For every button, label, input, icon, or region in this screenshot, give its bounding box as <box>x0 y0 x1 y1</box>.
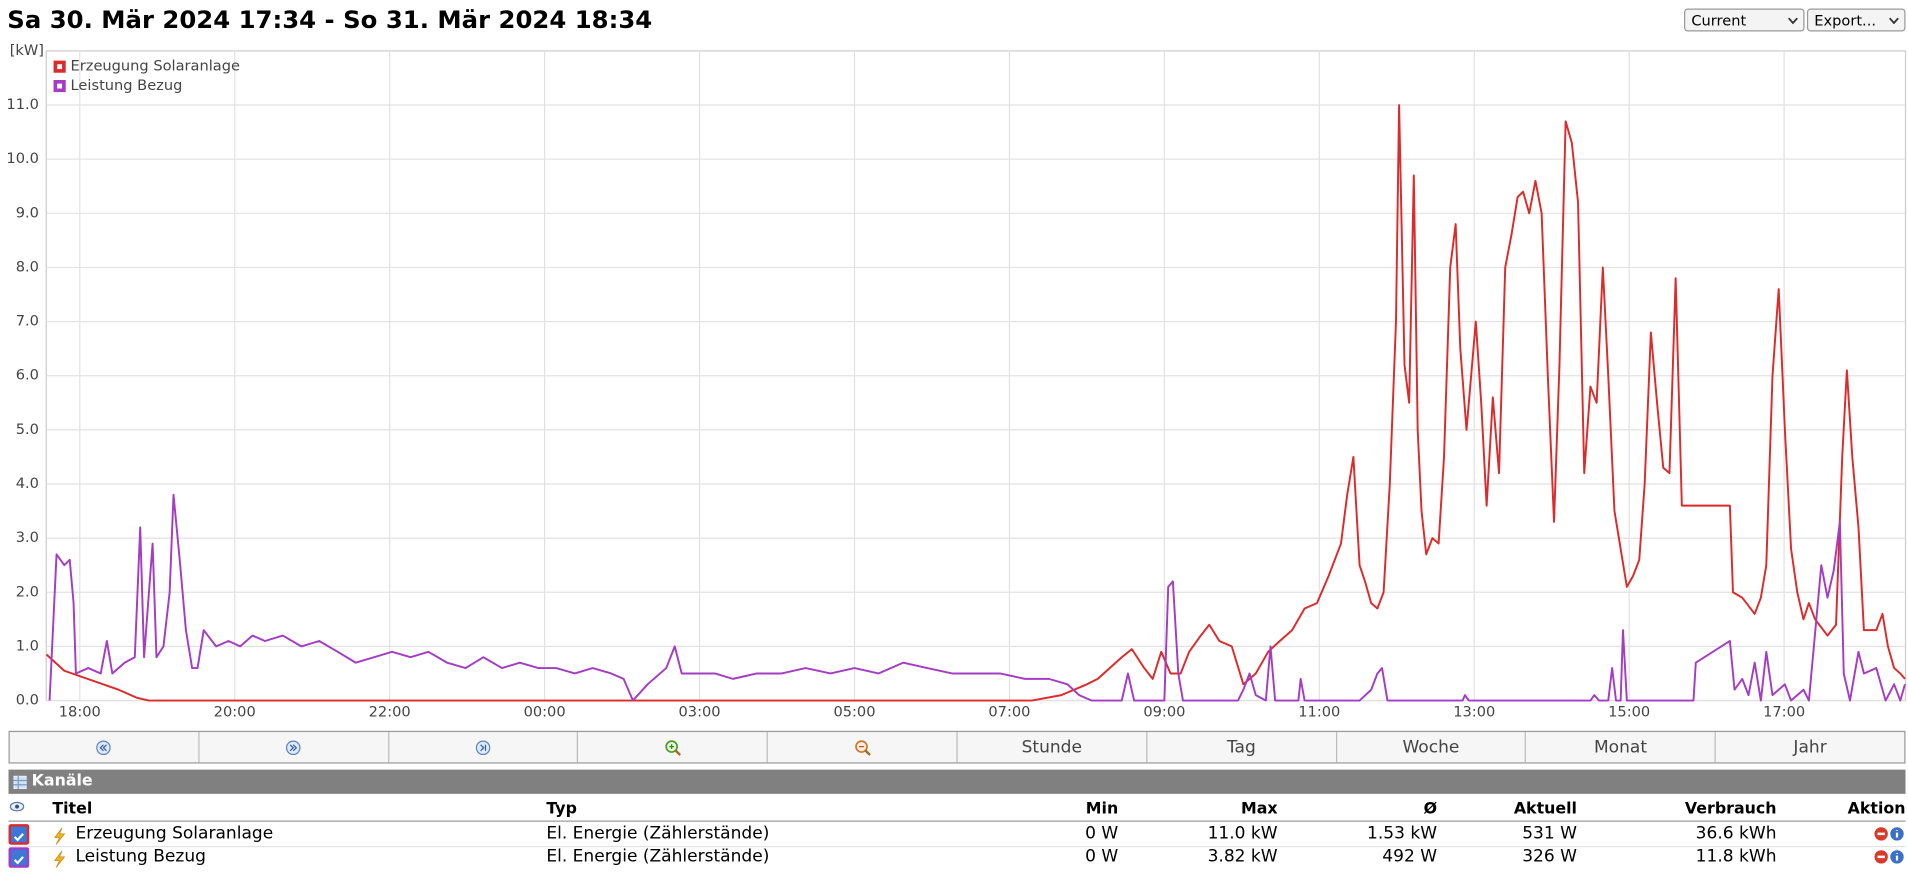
period-button[interactable]: Woche <box>1337 732 1527 763</box>
column-header[interactable]: Aktuell <box>1513 799 1577 819</box>
channel-value: 11.8 kWh <box>1695 847 1777 867</box>
page-title: Sa 30. Mär 2024 17:34 - So 31. Mär 2024 … <box>7 4 653 34</box>
lightning <box>54 827 66 845</box>
x-tick-label: 13:00 <box>1453 704 1495 721</box>
nav-first[interactable] <box>10 732 200 763</box>
channel-value: 36.6 kWh <box>1695 824 1777 844</box>
header-rule <box>8 820 1906 822</box>
channel-type: El. Energie (Zählerstände) <box>546 824 770 844</box>
actions <box>1874 825 1906 842</box>
channel-title: Erzeugung Solaranlage <box>75 824 274 844</box>
caret <box>1889 17 1899 25</box>
action-icons[interactable] <box>1874 850 1906 867</box>
column-header[interactable]: Min <box>1085 799 1119 819</box>
zoom-in[interactable] <box>578 732 769 763</box>
x-tick-label: 20:00 <box>214 704 256 721</box>
type-icon <box>51 827 68 845</box>
y-tick-label: 8.0 <box>16 258 39 275</box>
caret <box>1788 17 1798 25</box>
y-tick-label: 5.0 <box>16 421 39 438</box>
y-tick-label: 1.0 <box>16 637 39 654</box>
x-tick-label: 22:00 <box>369 704 411 721</box>
select-label: Current <box>1691 12 1747 30</box>
x-tick-label: 11:00 <box>1298 704 1340 721</box>
column-header[interactable]: Titel <box>52 799 93 819</box>
check <box>13 856 24 865</box>
y-tick-label: 3.0 <box>16 529 39 546</box>
y-tick-label: 6.0 <box>16 367 39 384</box>
column-header[interactable]: Ø <box>1423 799 1438 819</box>
y-tick-label: 2.0 <box>16 583 39 600</box>
y-tick-label: 9.0 <box>16 204 39 221</box>
channel-value: 3.82 kW <box>1207 847 1278 867</box>
channel-title: Leistung Bezug <box>75 847 206 867</box>
visibility-icon <box>9 801 25 812</box>
column-header[interactable]: Max <box>1241 799 1278 819</box>
x-tick-label: 00:00 <box>524 704 566 721</box>
nav-prev[interactable] <box>199 732 389 763</box>
y-tick-label: 7.0 <box>16 313 39 330</box>
data-line <box>48 493 1906 702</box>
actions <box>1874 848 1906 865</box>
channel-value: 0 W <box>1085 847 1119 867</box>
lightning <box>54 850 66 869</box>
action-icons[interactable] <box>1874 827 1906 844</box>
period-button[interactable]: Stunde <box>958 732 1148 763</box>
channels-title: Kanäle <box>31 772 93 791</box>
channel-value: 1.53 kW <box>1366 824 1438 844</box>
x-tick-label: 05:00 <box>833 704 875 721</box>
row-rule <box>8 845 1906 848</box>
y-tick-label: 4.0 <box>16 475 39 492</box>
channel-value: 326 W <box>1522 847 1577 867</box>
column-header[interactable]: Typ <box>546 799 577 819</box>
channels-header: Kanäle <box>8 769 1906 794</box>
visibility-checkbox[interactable] <box>8 824 30 845</box>
period-button[interactable]: Monat <box>1526 732 1716 763</box>
legend-label: Erzeugung Solaranlage <box>71 58 240 75</box>
channel-value: 492 W <box>1382 847 1438 867</box>
chart: [kW] 0.0 1.0 2.0 3.0 4.0 5.0 6.0 7.0 8.0 9.0 10.0 1… <box>6 42 1907 721</box>
export-select[interactable]: Export... <box>1806 8 1906 32</box>
y-tick-label: 0.0 <box>16 692 39 709</box>
table-icon <box>13 775 27 790</box>
period-button[interactable]: Jahr <box>1793 737 1827 757</box>
column-header[interactable]: Verbrauch <box>1684 799 1777 819</box>
check <box>13 833 24 842</box>
zoom-out[interactable] <box>768 732 958 763</box>
period-button[interactable]: Tag <box>1147 732 1337 763</box>
select-label: Export... <box>1814 12 1876 30</box>
x-tick-label: 09:00 <box>1143 704 1185 721</box>
x-tick-label: 03:00 <box>679 704 721 721</box>
channel-value: 0 W <box>1085 824 1119 844</box>
y-tick-label: 11.0 <box>6 96 39 113</box>
y-axis-label: [kW] <box>10 42 44 59</box>
data-line <box>45 104 1906 702</box>
legend-swatch-inner <box>57 64 63 70</box>
x-tick-label: 07:00 <box>988 704 1030 721</box>
x-tick-label: 15:00 <box>1608 704 1650 721</box>
channel-type: El. Energie (Zählerstände) <box>546 847 770 867</box>
channel-value: 11.0 kW <box>1207 824 1278 844</box>
type-icon <box>51 850 68 869</box>
period-select[interactable]: Current <box>1684 8 1805 32</box>
legend-swatch-inner <box>57 83 63 89</box>
legend-label: Leistung Bezug <box>71 77 183 94</box>
navigation-bar: Stunde Tag Woche Monat Jahr <box>8 730 1906 764</box>
y-tick-label: 10.0 <box>6 150 39 167</box>
nav-last[interactable] <box>389 732 579 763</box>
column-header[interactable]: Aktion <box>1847 799 1906 819</box>
channel-value: 531 W <box>1522 824 1577 844</box>
x-tick-label: 17:00 <box>1763 704 1805 721</box>
x-tick-label: 18:00 <box>59 704 101 721</box>
visibility-checkbox[interactable] <box>8 847 30 868</box>
